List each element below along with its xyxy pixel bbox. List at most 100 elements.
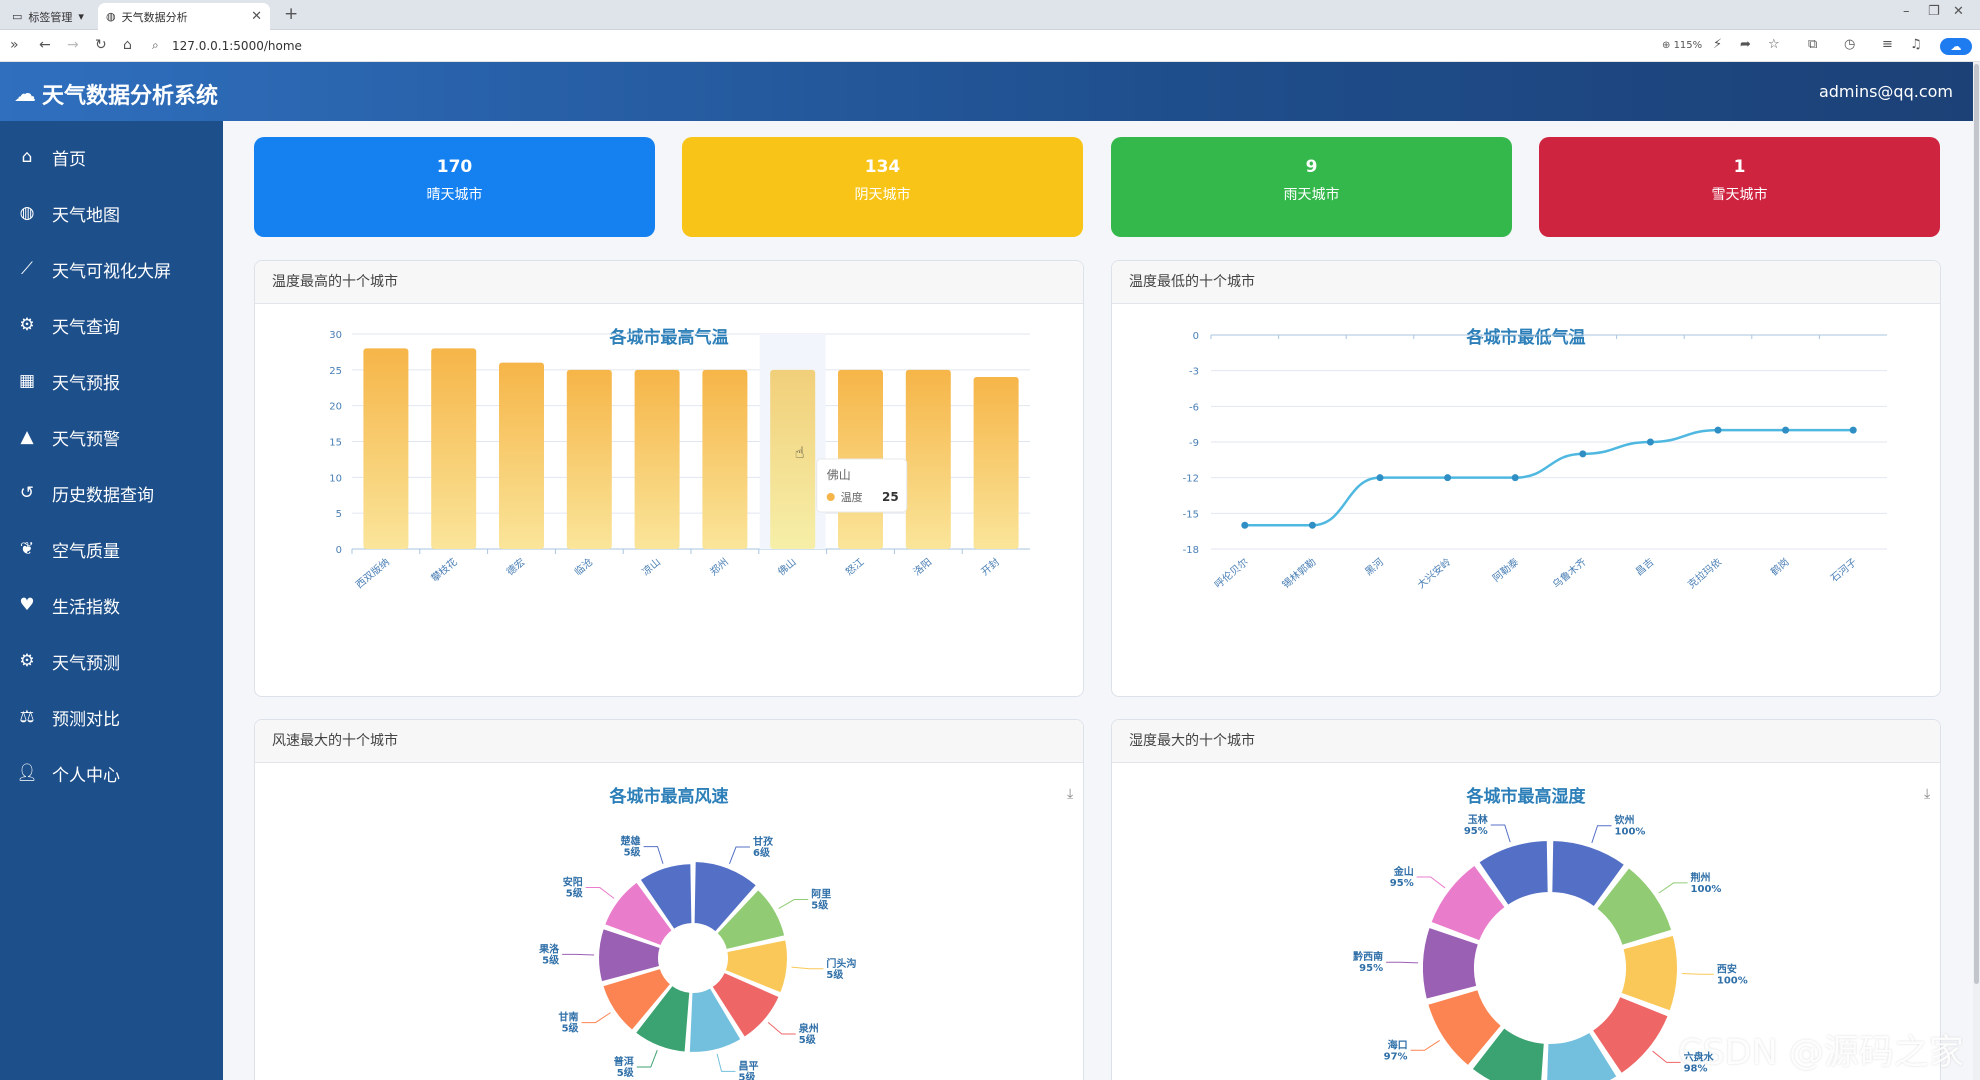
chart-title: 各城市最低气温 (1466, 328, 1586, 348)
label-line (1681, 973, 1714, 975)
forward-button[interactable]: → (67, 37, 79, 53)
minimize-button[interactable]: – (1903, 4, 1910, 19)
sidebar-item-warning[interactable]: ▲ 天气预警 (0, 415, 223, 459)
panel-header: 温度最低的十个城市 (1112, 261, 1940, 304)
y-tick-label: 25 (329, 366, 342, 377)
address-bar: » ← → ↻ ⌂ ⌕ 127.0.0.1:5000/home ⊕ 115% ⚡… (0, 30, 1980, 62)
label-line (767, 1021, 796, 1035)
x-tick-label: 昌吉 (1633, 556, 1656, 578)
home-icon: ⌂ (21, 147, 33, 167)
tab-tag-manager[interactable]: ▭ 标签管理 ▾ (4, 3, 96, 30)
app-header: ☁ 天气数据分析系统 admins@qq.com (0, 62, 1973, 121)
download-icon[interactable]: ⤓ (1924, 786, 1931, 802)
pie-slice (1590, 994, 1670, 1076)
y-tick-label: 20 (329, 402, 342, 413)
scrollbar-thumb[interactable] (1974, 64, 1979, 984)
bar (905, 369, 951, 549)
url-field[interactable]: 127.0.0.1:5000/home (172, 39, 302, 53)
slice-value: 95% (1464, 826, 1488, 837)
bar (973, 377, 1019, 549)
close-tab-icon[interactable]: ✕ (251, 9, 262, 24)
sidebar-item-weather-map[interactable]: ◍ 天气地图 (0, 191, 223, 235)
x-tick-label: 锡林郭勒 (1279, 555, 1318, 591)
app-title: 天气数据分析系统 (42, 84, 219, 109)
slice-value: 97% (1384, 1051, 1408, 1062)
slice-name: 泉州 (798, 1022, 819, 1035)
data-point (1376, 474, 1384, 482)
reload-button[interactable]: ↻ (95, 37, 107, 53)
leaf-icon: ❦ (19, 539, 35, 559)
pie-slice (1429, 863, 1507, 943)
history-icon[interactable]: ◷ (1844, 37, 1856, 52)
tooltip-value: 25 (882, 490, 899, 504)
data-point (1241, 521, 1249, 529)
menu-icon[interactable]: ≡ (1882, 37, 1893, 52)
slice-value: 5级 (811, 899, 829, 912)
pie-slice (1426, 988, 1503, 1068)
label-line (1652, 1050, 1681, 1063)
tooltip-box (816, 458, 908, 513)
pie-chart[interactable]: 甘孜6级阿里5级门头沟5级泉州5级昌平5级普洱5级甘南5级果洛5级安阳5级楚雄5… (255, 763, 1084, 1080)
x-tick-label: 攀枝花 (428, 555, 459, 584)
stat-value: 170 (436, 157, 473, 177)
sidebar-item-life-index[interactable]: ♥ 生活指数 (0, 583, 223, 627)
user-icon: 👤︎ (16, 763, 38, 783)
line-chart[interactable]: 0 -3 -6 -9 -12 -15 -18 呼伦贝尔 锡林郭勒 黑河 大兴安岭 阿勒泰 乌鲁木齐 昌吉 克… (1112, 304, 1941, 684)
close-window-button[interactable]: ✕ (1953, 4, 1964, 19)
sidebar-toggle-icon[interactable]: » (10, 37, 19, 53)
star-icon[interactable]: ☆ (1768, 37, 1780, 52)
chart-title: 各城市最高气温 (609, 328, 729, 348)
share-icon[interactable]: ➦ (1740, 37, 1751, 52)
gears-icon: ⚙ (19, 651, 35, 671)
sidebar-item-forecast[interactable]: ▦ 天气预报 (0, 359, 223, 403)
globe-icon: ◍ (106, 10, 116, 23)
stat-label: 阴天城市 (854, 187, 911, 203)
cloud-icon[interactable]: ☁ (1940, 38, 1972, 55)
lightning-icon[interactable]: ⚡ (1713, 37, 1723, 52)
y-tick-label: 5 (336, 509, 342, 520)
sidebar-item-home[interactable]: ⌂ 首页 (0, 135, 223, 179)
label-line (1386, 961, 1419, 964)
restore-button[interactable]: ❐ (1928, 4, 1940, 19)
pie-slice (601, 966, 673, 1032)
new-tab-button[interactable]: + (284, 4, 299, 24)
pie-slice (1545, 1030, 1619, 1080)
sidebar-item-weather-query[interactable]: ⚙ 天气查询 (0, 303, 223, 347)
y-tick-label: -18 (1183, 545, 1199, 556)
data-point (1308, 521, 1316, 529)
extensions-icon[interactable]: ⧉ (1808, 37, 1818, 52)
slice-name: 钦州 (1615, 814, 1635, 827)
calendar-icon: ▦ (18, 371, 36, 391)
zoom-level[interactable]: ⊕ 115% (1662, 40, 1703, 51)
cloud-icon: ☁ (14, 81, 36, 107)
back-button[interactable]: ← (39, 37, 51, 53)
download-icon[interactable]: ⤓ (1067, 786, 1074, 802)
sidebar-item-history[interactable]: ↺ 历史数据查询 (0, 471, 223, 515)
tab-weather-analysis[interactable]: ◍ 天气数据分析 ✕ (98, 3, 270, 30)
home-icon[interactable]: ⌂ (123, 37, 132, 53)
pie-chart[interactable]: 钦州100%荆州100%西安100%六盘水98%海口97%黔西南95%金山95%… (1112, 763, 1941, 1080)
slice-value: 5级 (624, 846, 642, 859)
pie-slice (633, 983, 692, 1054)
sidebar-item-profile[interactable]: 👤︎ 个人中心 (16, 763, 120, 786)
label-line (636, 1050, 658, 1068)
pie-slice (1619, 933, 1679, 1013)
panel-wind: 风速最大的十个城市 各城市最高风速 ⤓ 甘孜 6级 阿里 5级 门头沟 5级 泉州 5级 昌平 5… (254, 719, 1084, 1080)
x-tick-label: 郑州 (707, 555, 731, 578)
slice-value: 5级 (562, 1022, 580, 1035)
sidebar-item-prediction[interactable]: ⚙ 天气预测 (0, 639, 223, 683)
chart-title: 各城市最高湿度 (1466, 787, 1586, 807)
balance-icon: ⚖ (19, 707, 35, 727)
user-email[interactable]: admins@qq.com (1818, 82, 1953, 101)
sidebar-item-dashboard[interactable]: ⟋ 天气可视化大屏 (0, 247, 223, 291)
sidebar-item-compare[interactable]: ⚖ 预测对比 (0, 695, 223, 739)
slice-name: 安阳 (563, 876, 583, 889)
bell-icon[interactable]: ♫ (1910, 37, 1922, 52)
brand[interactable]: ☁ 天气数据分析系统 (14, 78, 218, 110)
x-tick-label: 呼伦贝尔 (1212, 555, 1251, 591)
y-tick-label: 0 (1193, 331, 1199, 342)
sidebar-item-air-quality[interactable]: ❦ 空气质量 (0, 527, 223, 571)
line-chart-icon: ⟋ (21, 259, 33, 279)
data-point (1646, 438, 1654, 446)
